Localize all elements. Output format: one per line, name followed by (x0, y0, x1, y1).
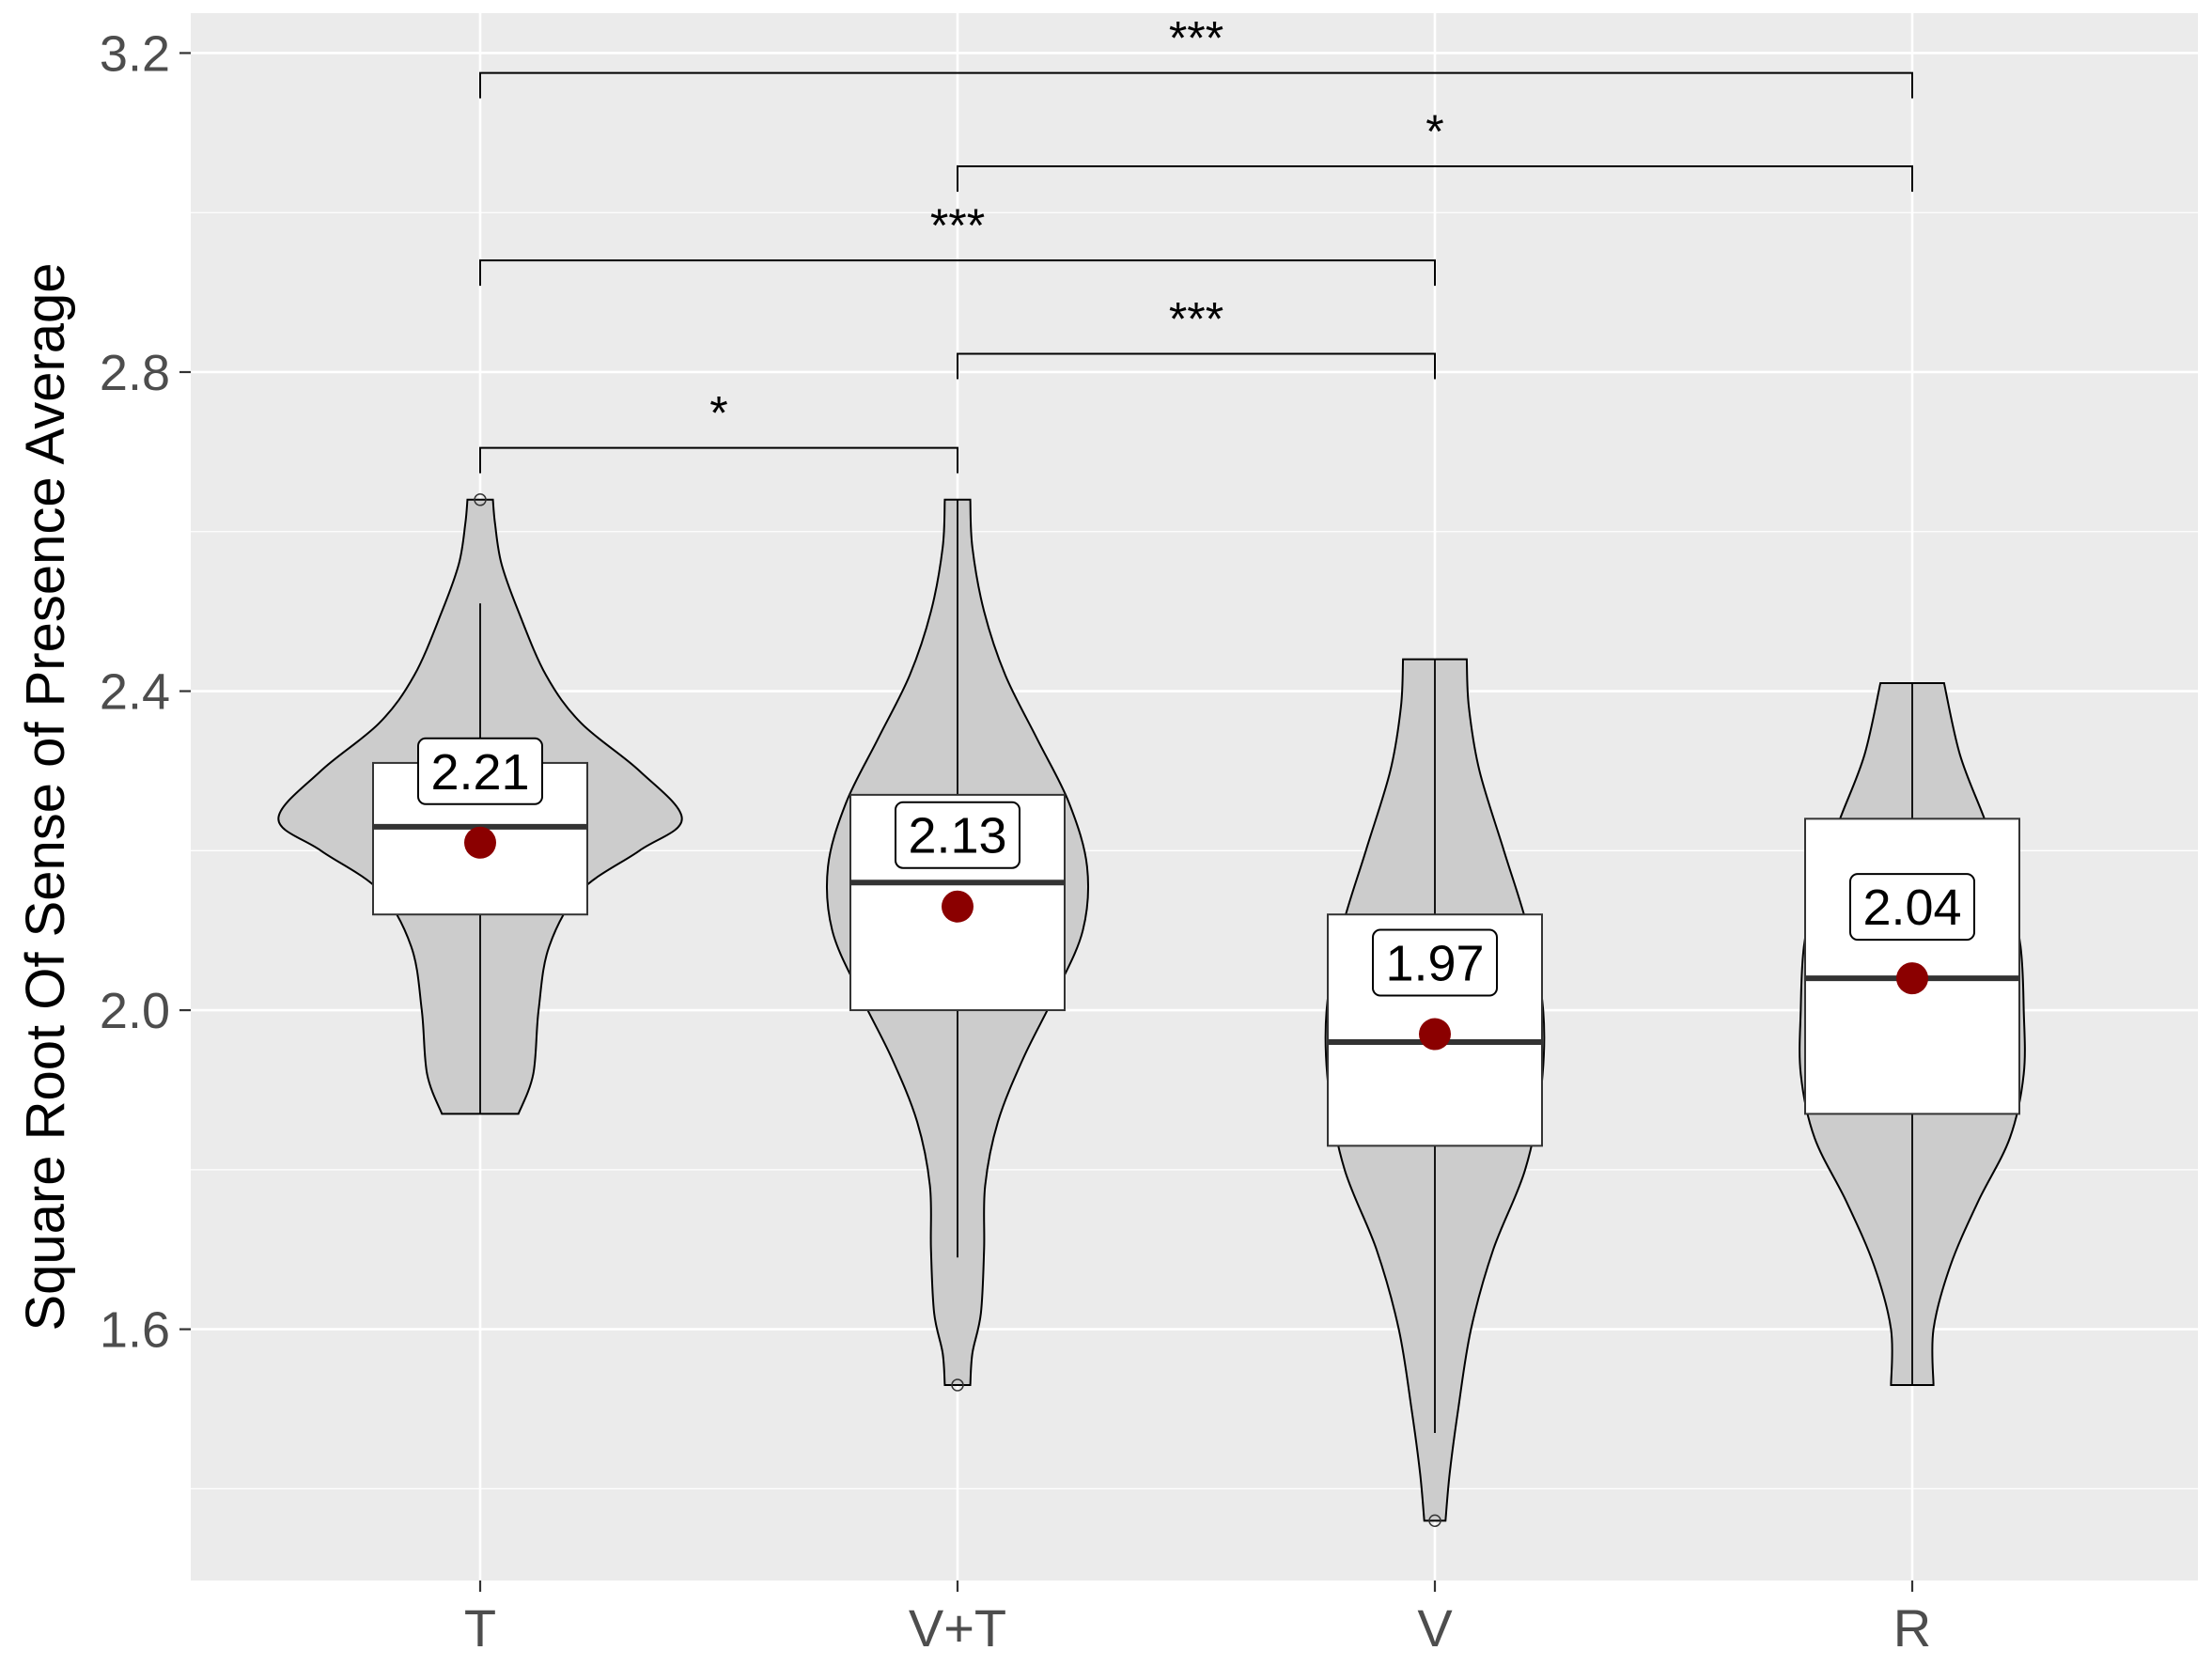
y-tick-label: 2.4 (100, 664, 170, 721)
mean-label-box-T (417, 737, 543, 805)
x-tick-label: V+T (909, 1598, 1006, 1658)
mean-label-box-V (1372, 928, 1498, 997)
mean-label-V+T: 2.13 (908, 808, 1006, 864)
significance-brackets: *********** (479, 12, 1913, 474)
y-tick-label: 2.0 (100, 983, 170, 1039)
y-axis-title: Square Root Of Sense of Presence Average (15, 262, 76, 1331)
mean-point-V (1419, 1018, 1451, 1051)
significance-bracket (957, 352, 1436, 380)
significance-label: *** (1169, 292, 1223, 345)
outlier-point-V (1428, 1514, 1441, 1528)
outlier-point-V+T (951, 1378, 964, 1392)
significance-bracket (957, 164, 1913, 192)
significance-label: *** (1169, 12, 1223, 65)
mean-label-V: 1.97 (1385, 936, 1484, 992)
y-tick-label: 2.8 (100, 345, 170, 401)
significance-bracket (479, 446, 958, 474)
mean-label-box-V+T (895, 801, 1020, 869)
significance-label: * (1425, 105, 1443, 158)
significance-bracket (479, 259, 1436, 287)
significance-label: * (709, 387, 727, 440)
x-tick-label: V (1417, 1598, 1453, 1658)
violins: 2.21 2.13 1.97 2.04 (277, 493, 2026, 1528)
x-tick-label: R (1893, 1598, 1931, 1658)
axes: 1.6 2.0 2.4 2.8 3.2 T V+T V R (100, 25, 1931, 1658)
significance-label: *** (930, 199, 985, 252)
significance-bracket (479, 71, 1913, 99)
x-tick-label: T (464, 1598, 496, 1658)
mean-point-T (464, 826, 496, 859)
mean-point-R (1896, 962, 1928, 995)
mean-label-box-R (1849, 873, 1975, 942)
outlier-point-T (474, 493, 487, 506)
y-tick-label: 3.2 (100, 25, 170, 82)
mean-point-V+T (942, 890, 974, 923)
y-tick-label: 1.6 (100, 1302, 170, 1359)
mean-label-R: 2.04 (1862, 880, 1961, 936)
mean-label-T: 2.21 (430, 744, 529, 801)
